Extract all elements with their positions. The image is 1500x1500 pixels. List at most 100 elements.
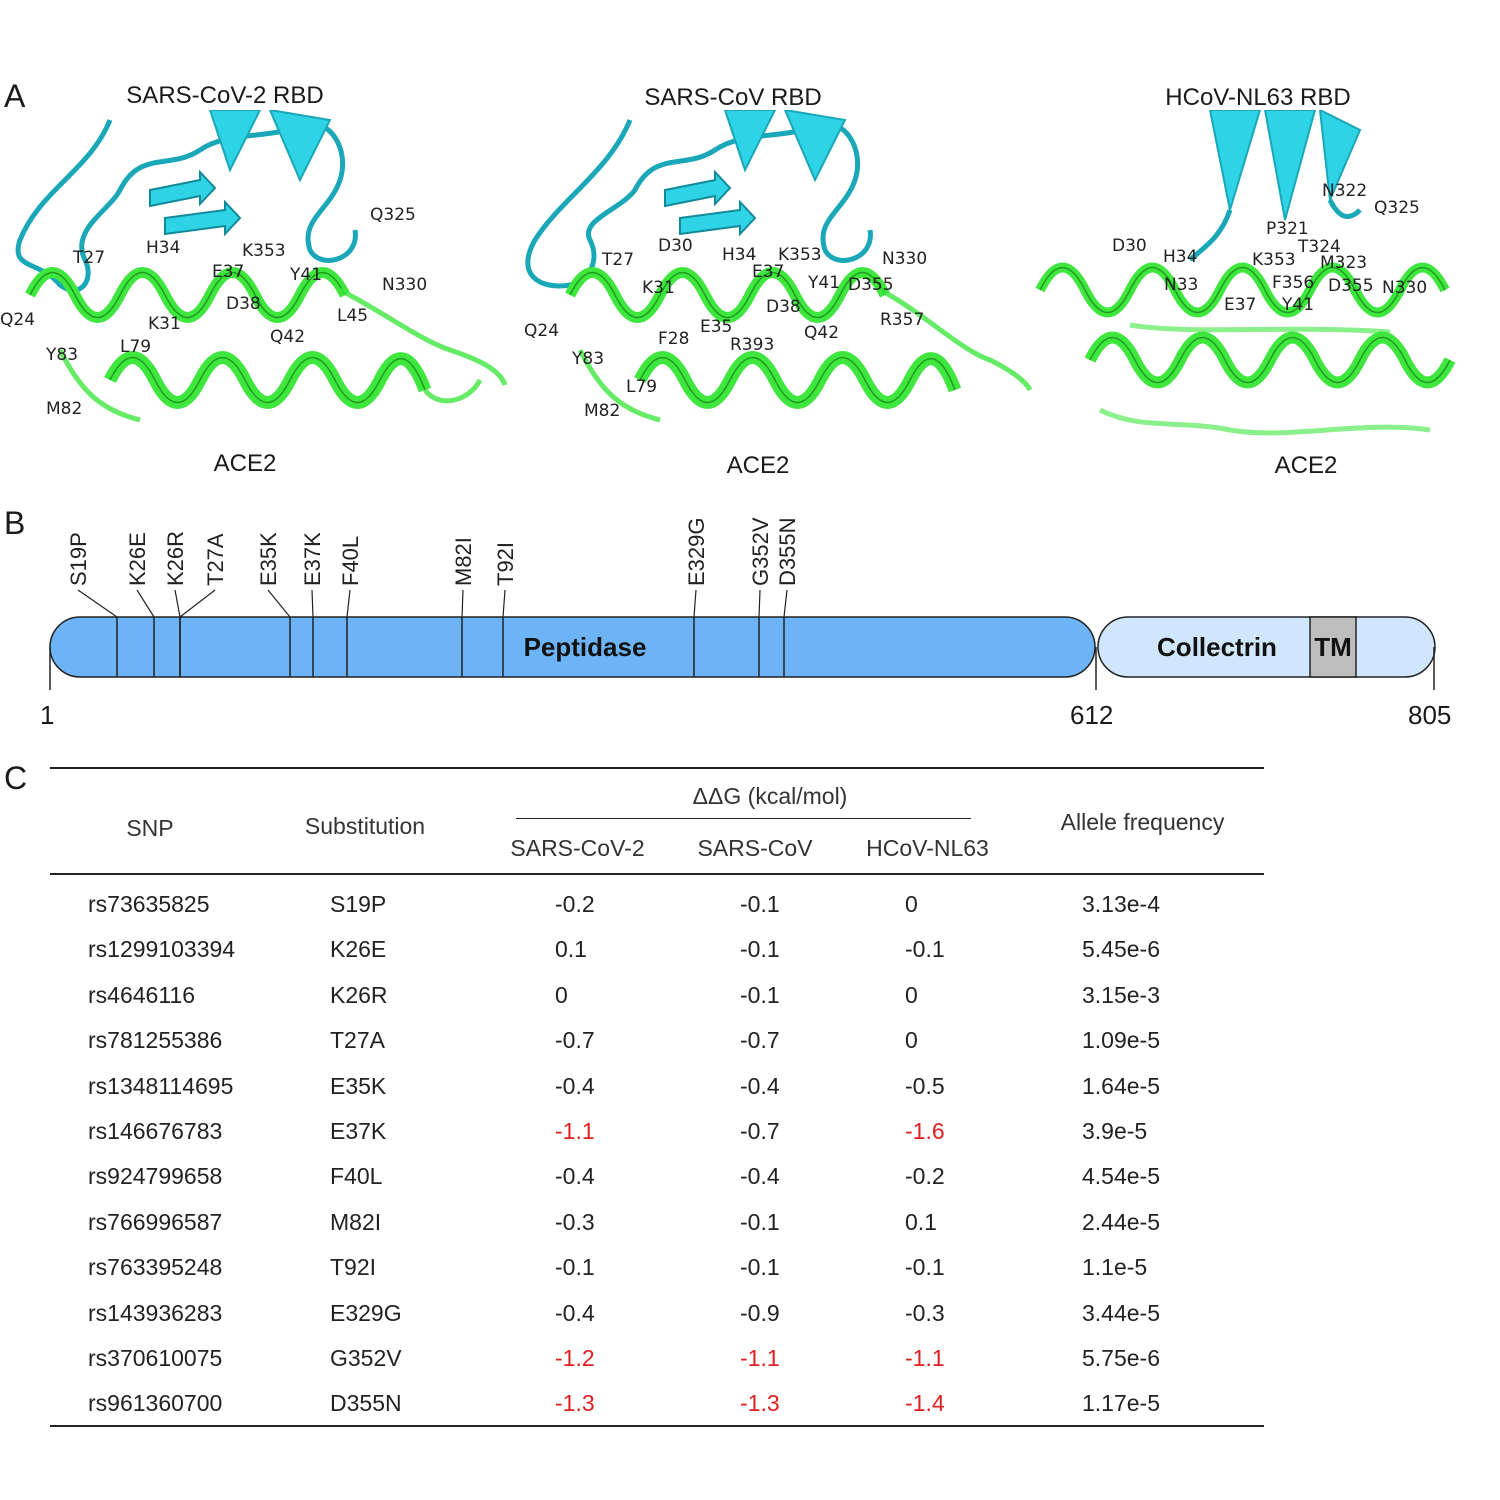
table-row: rs961360700 D355N -1.3 -1.3 -1.4 1.17e-5 [50,1390,1264,1420]
mutation-leader [461,589,464,618]
table-cell-cov: -0.7 [740,1118,780,1144]
mutation-leader [267,589,291,618]
peptidase-label: Peptidase [524,632,647,662]
residue-label: R357 [880,310,924,330]
mutation-leader [77,589,118,618]
panel-c-letter: C [4,760,28,796]
residue-label: D355 [848,275,894,295]
residue-label: H34 [722,245,756,265]
ace2-label: ACE2 [726,452,790,479]
table-cell-freq: 5.75e-6 [1082,1345,1161,1371]
table-cell-freq: 1.17e-5 [1082,1390,1161,1417]
residue-label: F28 [658,329,689,349]
table-cell-freq: 3.9e-5 [1082,1118,1148,1144]
table-cell-cov2: -1.3 [555,1390,595,1417]
table-cell-freq: 4.54e-5 [1082,1163,1161,1190]
table-cell-cov: -0.1 [740,981,780,1008]
table-cell-nl63: -0.1 [905,936,945,963]
residue-label: N330 [382,275,427,295]
residue-label: Y41 [807,273,840,293]
table-cell-snp: rs143936283 [88,1299,223,1326]
residue-label: E37 [1224,295,1256,315]
mutation-leader [136,589,155,618]
table-cell-freq: 1.09e-5 [1082,1027,1161,1054]
table-row: rs73635825 S19P -0.2 -0.1 0 3.13e-4 [50,891,1264,921]
header-substitution: Substitution [304,813,426,839]
structure-sars-cov-2: T27 H34 K353 E37 Y41 Q325 N330 Q24 K31 D… [0,110,508,423]
table-cell-freq: 3.15e-3 [1082,981,1161,1008]
mutation-leader [346,589,351,618]
residue-label: K353 [242,241,286,261]
mutation-leader [693,589,697,618]
table-cell-sub: T92I [330,1254,377,1281]
residue-label: L79 [120,337,151,357]
table-cell-freq: 3.44e-5 [1082,1299,1161,1326]
header-hcov-nl63: HCoV-NL63 [866,835,989,861]
mutation-label: M82I [451,537,476,586]
table-cell-freq: 2.44e-5 [1082,1208,1161,1235]
table-cell-sub: E37K [330,1118,387,1144]
residue-label: L79 [626,377,657,397]
residue-label: Q42 [804,323,839,343]
table-cell-freq: 3.13e-4 [1082,891,1161,917]
residue-label: E35 [700,317,732,337]
mutation-label: E35K [256,532,281,586]
table-cell-cov: -0.1 [740,1208,780,1235]
residue-label: E37 [212,262,244,282]
residue-label: L45 [337,306,368,326]
table-cell-nl63: -0.3 [905,1299,945,1326]
table-cell-cov2: -1.2 [555,1345,595,1371]
table-cell-cov: -1.1 [740,1345,780,1371]
position-mid: 612 [1070,700,1114,730]
mutation-leader [179,589,216,618]
residue-label: T324 [1297,237,1341,257]
ace2-label: ACE2 [213,450,277,477]
position-start: 1 [40,700,55,730]
residue-label: Q24 [524,321,559,341]
mutation-label: E37K [300,532,325,586]
table-cell-cov2: -1.1 [555,1118,595,1144]
residue-label: D30 [658,236,693,256]
table-row: rs143936283 E329G -0.4 -0.9 -0.3 3.44e-5 [50,1300,1264,1330]
table-cell-cov: -0.7 [740,1027,780,1054]
ace2-label: ACE2 [1274,452,1338,479]
table-cell-sub: T27A [330,1027,385,1054]
structure-panels: T27 H34 K353 E37 Y41 Q325 N330 Q24 K31 D… [0,110,1456,436]
residue-label: R393 [730,335,774,355]
table-cell-freq: 5.45e-6 [1082,936,1161,963]
table-cell-sub: M82I [330,1208,382,1235]
ace2-helix-2 [104,351,432,409]
residue-label: K353 [778,245,822,265]
table-cell-snp: rs766996587 [88,1208,223,1235]
table-header: SNP Substitution ΔΔG (kcal/mol) SARS-CoV… [50,769,1264,873]
table-cell-cov2: 0.1 [555,936,587,963]
table-cell-freq: 1.64e-5 [1082,1072,1161,1099]
table-cell-sub: D355N [330,1390,402,1417]
mutation-leader [502,589,506,618]
mutation-label: T27A [203,533,228,586]
table-cell-cov2: -0.1 [555,1254,595,1281]
header-sars-cov-2: SARS-CoV-2 [510,835,645,861]
residue-label: N322 [1322,181,1367,201]
table-cell-sub: K26R [330,981,388,1008]
table-cell-sub: F40L [330,1163,383,1190]
table-row: rs370610075 G352V -1.2 -1.1 -1.1 5.75e-6 [50,1345,1264,1375]
table-cell-cov2: -0.2 [555,891,595,917]
residue-label: N330 [1382,278,1427,298]
table-cell-sub: K26E [330,936,387,963]
mutation-label: K26R [163,531,188,586]
mutation-label: G352V [748,517,773,586]
table-cell-snp: rs924799658 [88,1163,223,1190]
residue-label: M82 [584,401,620,421]
rbd-cartoon [15,119,358,293]
table-cell-cov2: -0.3 [555,1208,595,1235]
residue-label: M323 [1320,253,1367,273]
table-cell-nl63: 0 [905,891,918,917]
residue-label: E37 [752,262,784,282]
table-cell-snp: rs781255386 [88,1027,223,1054]
residue-label: K31 [642,278,675,298]
table-cell-sub: G352V [330,1345,402,1371]
snp-table: SNP Substitution ΔΔG (kcal/mol) SARS-CoV… [50,767,1264,1427]
mutation-leader [311,589,314,618]
residue-label: Q24 [0,310,35,330]
